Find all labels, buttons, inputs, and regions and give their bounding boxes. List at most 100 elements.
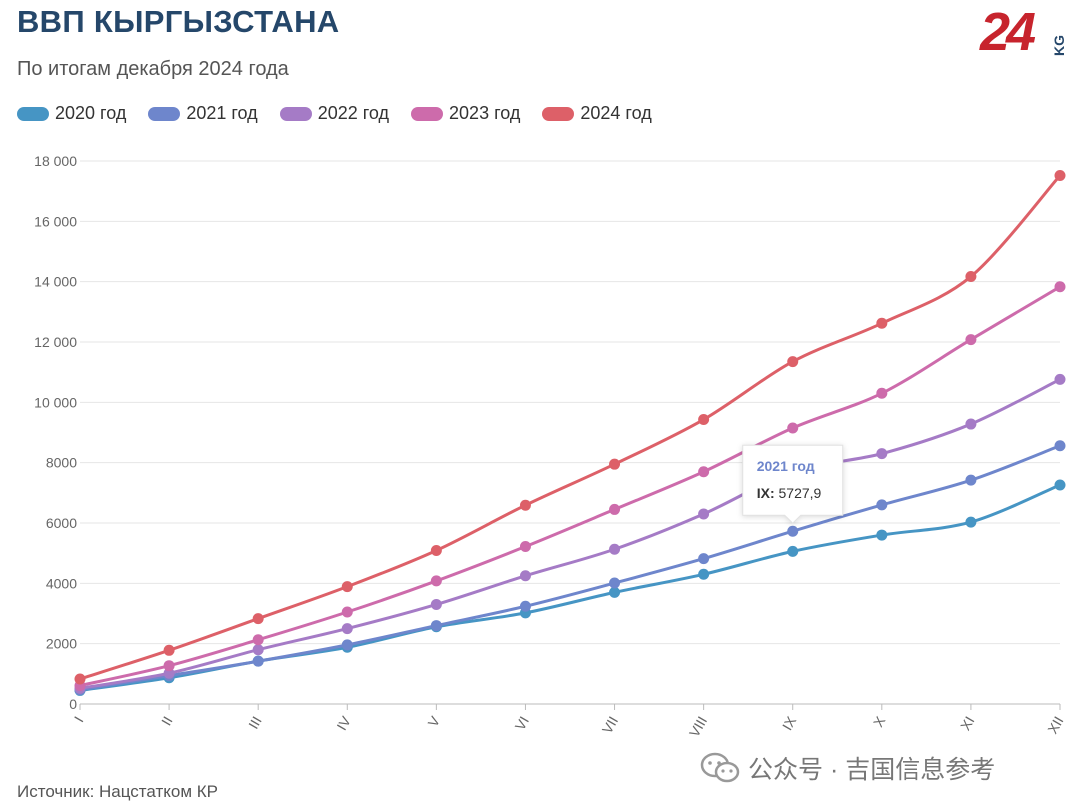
data-point <box>876 529 888 541</box>
data-point <box>1054 440 1066 452</box>
legend-label: 2023 год <box>449 103 521 123</box>
x-tick-label: VII <box>599 714 621 737</box>
data-point <box>965 516 977 528</box>
tooltip-value: IX: 5727,9 <box>757 485 822 501</box>
data-point <box>1054 281 1066 293</box>
data-point <box>876 448 888 460</box>
data-point <box>609 543 621 555</box>
tooltip-box <box>742 444 844 524</box>
y-tick-label: 18 000 <box>34 153 77 169</box>
data-point <box>163 660 175 672</box>
data-point <box>74 673 86 685</box>
data-point <box>698 508 710 520</box>
series-line <box>78 483 1062 692</box>
legend-label: 2020 год <box>55 103 127 123</box>
y-tick-label: 16 000 <box>34 213 77 229</box>
data-point <box>1054 373 1066 385</box>
legend-swatch <box>148 106 181 121</box>
data-point <box>430 575 442 587</box>
data-point <box>430 620 442 632</box>
data-point <box>698 466 710 478</box>
data-point <box>341 581 353 593</box>
y-tick-label: 10 000 <box>34 394 77 410</box>
series-line <box>78 173 1062 681</box>
legend-label: 2021 год <box>186 103 258 123</box>
data-point <box>787 466 799 478</box>
chart-legend: 2020 год 2021 год 2022 год 2023 год 2024 год <box>17 103 652 124</box>
data-point <box>430 544 442 556</box>
data-point <box>787 545 799 557</box>
x-tick-label: V <box>424 713 443 730</box>
y-tick-label: 4000 <box>46 575 77 591</box>
y-tick-label: 6000 <box>46 515 77 531</box>
x-tick-label: XI <box>957 714 977 733</box>
data-point <box>163 670 175 682</box>
data-point <box>787 356 799 368</box>
chart-subtitle: По итогам декабря 2024 года <box>17 58 289 80</box>
x-tick-label: III <box>245 714 265 732</box>
x-tick-label: I <box>71 714 87 725</box>
y-tick-label: 8000 <box>46 455 77 471</box>
legend-item[interactable]: 2024 год <box>542 103 652 124</box>
data-point <box>698 553 710 565</box>
legend-item[interactable]: 2022 год <box>279 103 390 124</box>
data-point <box>74 682 86 694</box>
data-point <box>787 422 799 434</box>
data-point <box>876 499 888 511</box>
legend-item[interactable]: 2023 год <box>411 103 520 124</box>
legend-swatch <box>542 106 575 121</box>
tooltip-series-name: 2021 год <box>757 458 815 474</box>
x-tick-label: X <box>870 713 889 730</box>
data-point <box>787 525 799 537</box>
data-point <box>519 570 531 582</box>
legend-label: 2024 год <box>580 103 652 123</box>
legend-swatch <box>279 106 312 121</box>
wechat-icon <box>700 752 740 783</box>
series-line <box>78 444 1062 692</box>
series-line <box>78 285 1062 688</box>
legend-swatch <box>17 106 49 121</box>
data-point <box>965 334 977 346</box>
data-point <box>1054 479 1066 491</box>
data-point <box>876 317 888 329</box>
data-point <box>341 606 353 618</box>
data-point <box>74 680 86 692</box>
chart-title: ВВП КЫРГЫЗСТАНА <box>17 4 340 39</box>
data-point <box>519 607 531 619</box>
data-point <box>609 586 621 598</box>
data-point <box>519 600 531 612</box>
legend-label: 2022 год <box>317 103 390 123</box>
data-point <box>698 568 710 580</box>
data-point <box>252 655 264 667</box>
legend-swatch <box>411 106 444 121</box>
data-point <box>965 271 977 283</box>
watermark: 公众号 · 吉国信息参考 <box>700 750 995 786</box>
data-point <box>252 613 264 625</box>
data-point <box>519 499 531 511</box>
source-note: Источник: Нацстатком КР <box>17 782 218 801</box>
legend-item[interactable]: 2021 год <box>148 103 258 124</box>
series-line <box>78 377 1062 690</box>
data-point <box>163 672 175 684</box>
y-tick-label: 2000 <box>46 636 77 652</box>
data-point <box>519 541 531 553</box>
data-point <box>430 621 442 633</box>
data-point <box>252 655 264 667</box>
legend-item[interactable]: 2020 год <box>17 103 126 124</box>
data-point <box>430 598 442 610</box>
y-tick-label: 12 000 <box>34 334 77 350</box>
x-tick-label: VI <box>512 714 532 733</box>
data-point <box>609 503 621 515</box>
data-point <box>252 634 264 646</box>
tooltip: 2021 год IX: 5727,9 <box>742 444 844 524</box>
data-point <box>163 644 175 656</box>
site-logo[interactable]: 24 KG <box>978 4 1068 58</box>
watermark-text: 公众号 · 吉国信息参考 <box>748 756 996 784</box>
data-point <box>74 684 86 696</box>
x-tick-label: VIII <box>686 714 710 740</box>
x-tick-label: II <box>158 714 176 729</box>
data-point <box>1054 169 1066 181</box>
data-point <box>341 623 353 635</box>
data-point <box>876 387 888 399</box>
data-point <box>965 474 977 486</box>
